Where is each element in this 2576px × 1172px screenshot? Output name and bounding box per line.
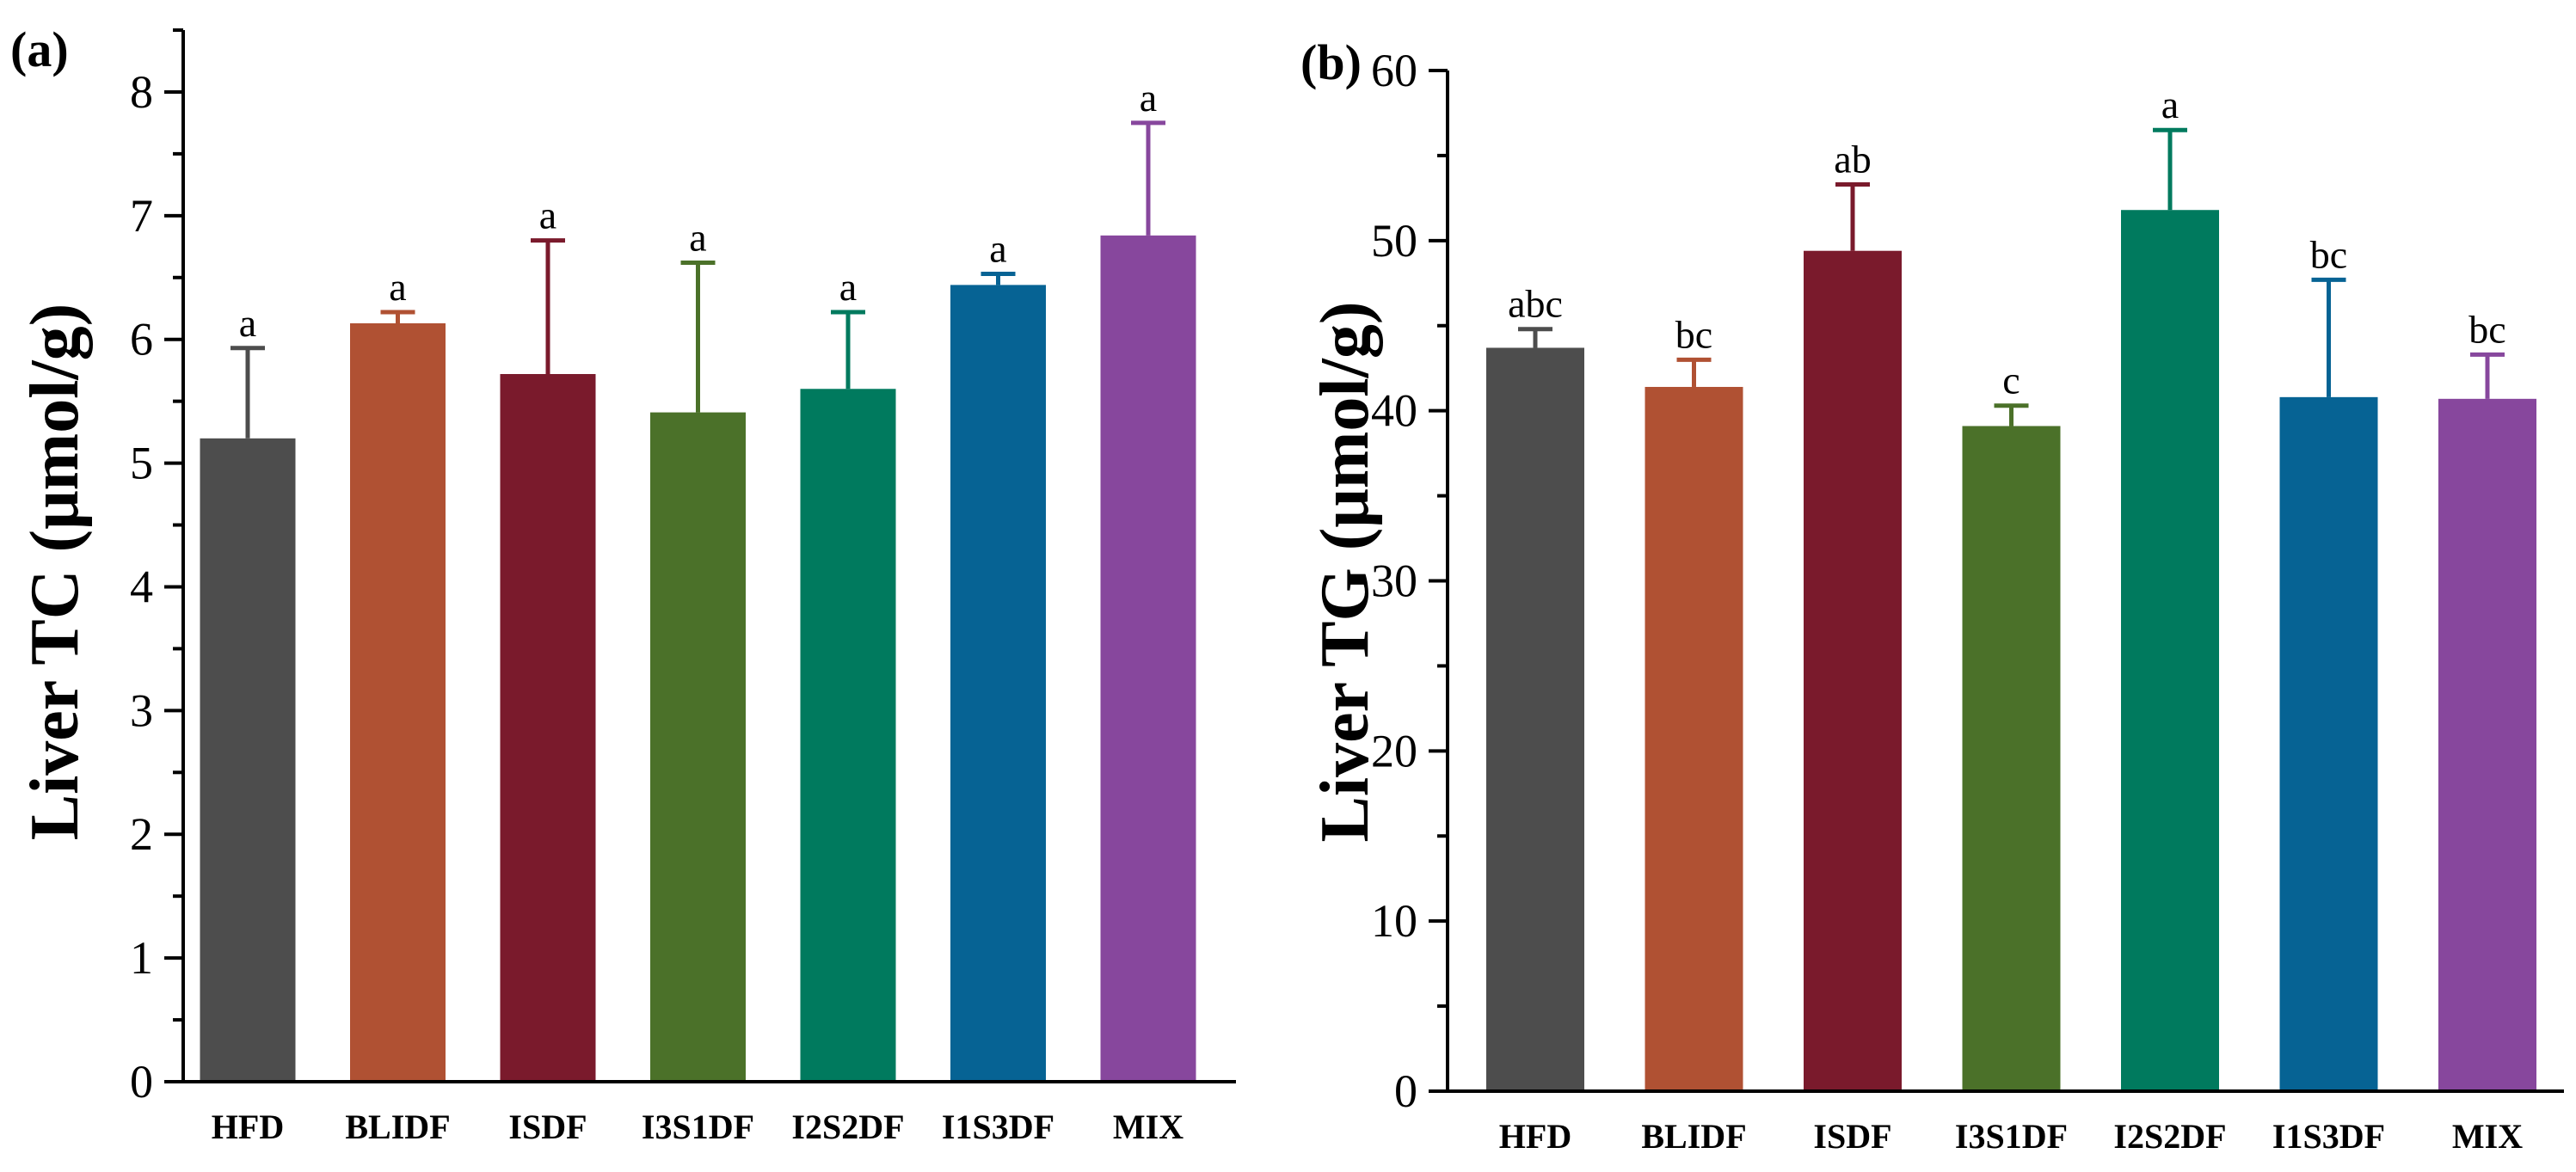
y-tick-label: 3 bbox=[130, 684, 153, 736]
x-tick-label-i2s2df: I2S2DF bbox=[791, 1108, 904, 1146]
y-tick-label: 2 bbox=[130, 808, 153, 860]
y-tick-label: 8 bbox=[130, 66, 153, 118]
bar-i2s2df bbox=[2121, 210, 2219, 1091]
bar-i3s1df bbox=[1962, 426, 2061, 1091]
significance-label-hfd: abc bbox=[1508, 282, 1563, 326]
significance-label-isdf: ab bbox=[1834, 138, 1871, 181]
significance-label-hfd: a bbox=[239, 301, 256, 345]
x-tick-label-mix: MIX bbox=[2452, 1117, 2523, 1156]
x-tick-label-blidf: BLIDF bbox=[1641, 1117, 1746, 1156]
y-tick-label: 0 bbox=[1394, 1065, 1417, 1117]
x-tick-label-isdf: ISDF bbox=[508, 1108, 587, 1146]
y-tick-label: 5 bbox=[130, 438, 153, 489]
panel-b: (b)Liver TG (μmol/g) abcHFDbcBLIDFabISDFc… bbox=[1300, 34, 2564, 1156]
significance-label-i3s1df: c bbox=[2002, 359, 2020, 402]
x-tick-label-i2s2df: I2S2DF bbox=[2113, 1117, 2226, 1156]
y-tick-label: 30 bbox=[1371, 555, 1417, 607]
x-tick-label-hfd: HFD bbox=[212, 1108, 284, 1146]
y-tick-label: 10 bbox=[1371, 895, 1417, 947]
bar-i1s3df bbox=[2279, 396, 2378, 1092]
bar-mix bbox=[2438, 398, 2536, 1091]
y-tick-label: 0 bbox=[130, 1056, 153, 1108]
y-tick-label: 1 bbox=[130, 932, 153, 984]
y-tick-label: 4 bbox=[130, 561, 153, 612]
x-tick-label-mix: MIX bbox=[1113, 1108, 1183, 1146]
x-tick-label-i3s1df: I3S1DF bbox=[1955, 1117, 2068, 1156]
significance-label-isdf: a bbox=[539, 193, 556, 237]
bar-mix bbox=[1100, 235, 1196, 1082]
y-tick-label: 6 bbox=[130, 314, 153, 365]
significance-label-mix: a bbox=[1140, 76, 1157, 120]
x-tick-label-i1s3df: I1S3DF bbox=[942, 1108, 1054, 1146]
x-tick-label-blidf: BLIDF bbox=[345, 1108, 450, 1146]
significance-label-i3s1df: a bbox=[689, 215, 706, 259]
bar-isdf bbox=[500, 373, 596, 1083]
bar-i1s3df bbox=[950, 285, 1046, 1082]
bar-hfd bbox=[1486, 347, 1584, 1091]
x-tick-label-hfd: HFD bbox=[1499, 1117, 1571, 1156]
bar-isdf bbox=[1804, 250, 1902, 1091]
x-tick-label-i3s1df: I3S1DF bbox=[642, 1108, 754, 1146]
y-axis-label: Liver TG (μmol/g) bbox=[1307, 301, 1383, 842]
y-tick-label: 20 bbox=[1371, 725, 1417, 776]
bar-hfd bbox=[200, 438, 296, 1082]
y-axis-label: Liver TC (μmol/g) bbox=[17, 304, 93, 841]
significance-label-i2s2df: a bbox=[2161, 83, 2179, 126]
panel-a: (a) Liver TC (μmol/g) a HFD a BLIDF a ISDF a I3S1… bbox=[10, 21, 1236, 1146]
x-tick-label-i1s3df: I1S3DF bbox=[2272, 1117, 2385, 1156]
bar-blidf bbox=[350, 323, 446, 1082]
significance-label-i1s3df: a bbox=[989, 226, 1006, 270]
significance-label-i1s3df: bc bbox=[2310, 232, 2347, 276]
significance-label-i2s2df: a bbox=[839, 265, 857, 309]
significance-label-blidf: bc bbox=[1675, 312, 1712, 356]
y-tick-label: 60 bbox=[1371, 45, 1417, 96]
significance-label-mix: bc bbox=[2468, 307, 2505, 351]
bar-blidf bbox=[1645, 386, 1743, 1092]
y-tick-label: 7 bbox=[130, 190, 153, 242]
bar-i2s2df bbox=[800, 389, 896, 1083]
significance-label-blidf: a bbox=[389, 265, 406, 309]
panel-label: (b) bbox=[1300, 34, 1362, 90]
panel-label: (a) bbox=[10, 21, 69, 77]
bar-i3s1df bbox=[650, 412, 746, 1083]
y-tick-label: 40 bbox=[1371, 385, 1417, 437]
x-tick-label-isdf: ISDF bbox=[1813, 1117, 1891, 1156]
y-tick-label: 50 bbox=[1371, 215, 1417, 267]
